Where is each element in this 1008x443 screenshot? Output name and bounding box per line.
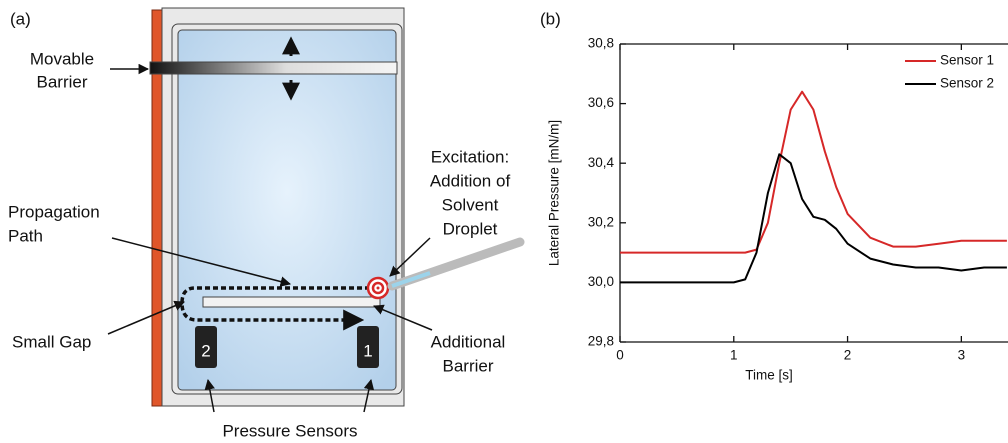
- series-line: [620, 153, 1007, 284]
- droplet-target: [376, 286, 380, 290]
- sensor-label: 1: [363, 341, 372, 360]
- x-tick-label: 3: [958, 348, 966, 363]
- x-tick-label: 2: [844, 348, 852, 363]
- label: Addition of: [430, 171, 511, 190]
- pointer: [363, 378, 375, 413]
- x-tick-label: 1: [730, 348, 738, 363]
- label: Droplet: [443, 219, 498, 238]
- sensor: [195, 326, 217, 368]
- label: Movable: [30, 49, 94, 68]
- pointer: [204, 378, 215, 413]
- propagation-path: [180, 286, 378, 331]
- x-tick-label: 0: [616, 348, 624, 363]
- label: Barrier: [442, 356, 493, 375]
- y-tick-label: 30,2: [588, 214, 614, 229]
- label: Propagation: [8, 202, 100, 221]
- label: Path: [8, 226, 43, 245]
- label: Additional: [431, 332, 506, 351]
- sensor: [357, 326, 379, 368]
- x-axis-label: Time [s]: [745, 368, 793, 383]
- legend-label: Sensor 2: [940, 76, 994, 91]
- label: Barrier: [36, 72, 87, 91]
- trough-rim: [171, 23, 403, 395]
- y-tick-label: 30,8: [588, 36, 614, 51]
- movable-barrier: [149, 61, 398, 75]
- pointer: [373, 304, 433, 331]
- label: Small Gap: [12, 332, 91, 351]
- label: Solvent: [442, 195, 499, 214]
- label: Pressure Sensors: [222, 421, 357, 440]
- additional-barrier: [202, 296, 381, 308]
- diagram: 2 1 (a) Movable Barrier Excitation: Addi…: [8, 7, 525, 440]
- pointer: [107, 300, 185, 335]
- label: Excitation:: [431, 147, 509, 166]
- legend-label: Sensor 1: [940, 53, 994, 68]
- y-tick-label: 30,6: [588, 95, 614, 110]
- sensor-label: 2: [201, 341, 210, 360]
- pointer: [389, 237, 431, 277]
- panel-label: (a): [10, 9, 31, 28]
- chart: (b) 29,8 30,0 30,2 30,4 30,6 30,8 0 1 2 3 Time [s]…: [540, 9, 1008, 383]
- panel-label: (b): [540, 9, 561, 28]
- pipette-tip: [391, 271, 431, 288]
- series-line: [620, 90, 1007, 254]
- y-tick-label: 30,4: [588, 155, 615, 170]
- y-tick-label: 30,0: [588, 274, 614, 289]
- pointer: [111, 237, 292, 287]
- y-tick-label: 29,8: [588, 334, 614, 349]
- y-axis-label: Lateral Pressure [mN/m]: [547, 120, 562, 266]
